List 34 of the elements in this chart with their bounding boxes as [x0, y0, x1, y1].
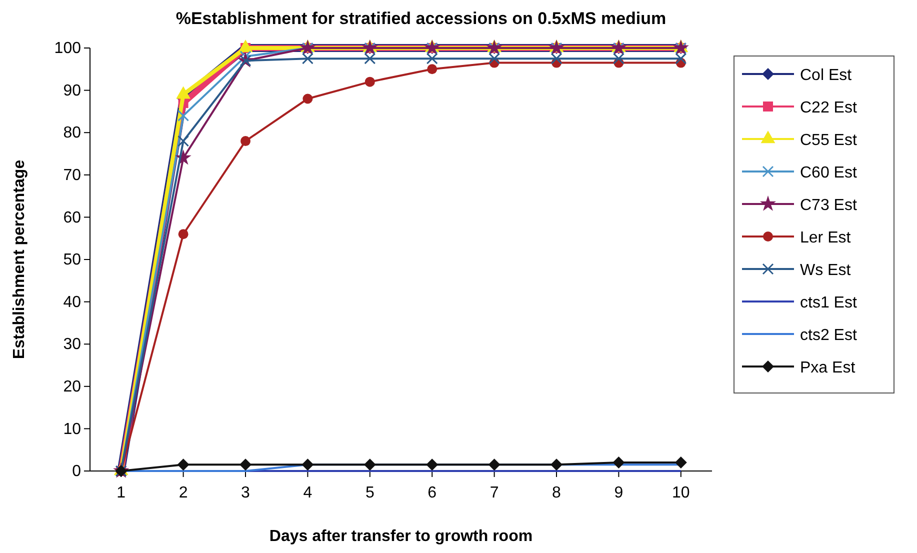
y-tick-label: 60 — [63, 209, 82, 226]
legend-label: C73 Est — [800, 197, 858, 214]
x-tick-label: 7 — [490, 484, 499, 502]
x-tick-label: 1 — [116, 484, 126, 502]
chart-title: %Establishment for stratified accessions on 0.5xMS medium — [176, 9, 666, 28]
x-tick-label: 10 — [672, 484, 690, 502]
x-tick-label: 6 — [428, 484, 437, 502]
y-tick-label: 50 — [63, 252, 82, 269]
x-tick-label: 3 — [241, 484, 250, 502]
x-tick-label: 2 — [178, 484, 188, 502]
legend-label: cts2 Est — [800, 327, 858, 344]
legend-label: Ler Est — [800, 230, 852, 246]
legend-label: C55 Est — [800, 132, 858, 149]
legend-label: C60 Est — [800, 164, 858, 182]
legend-label: Col Est — [800, 67, 852, 84]
x-tick-label: 5 — [365, 484, 374, 502]
y-tick-label: 40 — [63, 294, 82, 311]
y-tick-label: 70 — [63, 167, 82, 184]
y-tick-label: 10 — [63, 420, 82, 438]
x-axis-title: Days after transfer to growth room — [269, 528, 533, 545]
legend-label: C22 Est — [800, 100, 858, 116]
x-tick-label: 9 — [614, 484, 624, 502]
x-tick-label: 4 — [303, 484, 312, 502]
legend-label: Ws Est — [800, 262, 852, 279]
legend-label: cts1 Est — [800, 294, 858, 312]
y-tick-label: 80 — [63, 124, 82, 142]
y-tick-label: 30 — [63, 336, 82, 354]
y-tick-label: 0 — [72, 463, 82, 480]
y-tick-label: 90 — [63, 82, 82, 100]
y-axis-title: Establishment percentage — [11, 160, 28, 360]
x-tick-label: 8 — [552, 484, 562, 502]
legend-label: Pxa Est — [800, 360, 856, 376]
y-tick-label: 100 — [54, 40, 82, 58]
y-tick-label: 20 — [63, 378, 82, 396]
